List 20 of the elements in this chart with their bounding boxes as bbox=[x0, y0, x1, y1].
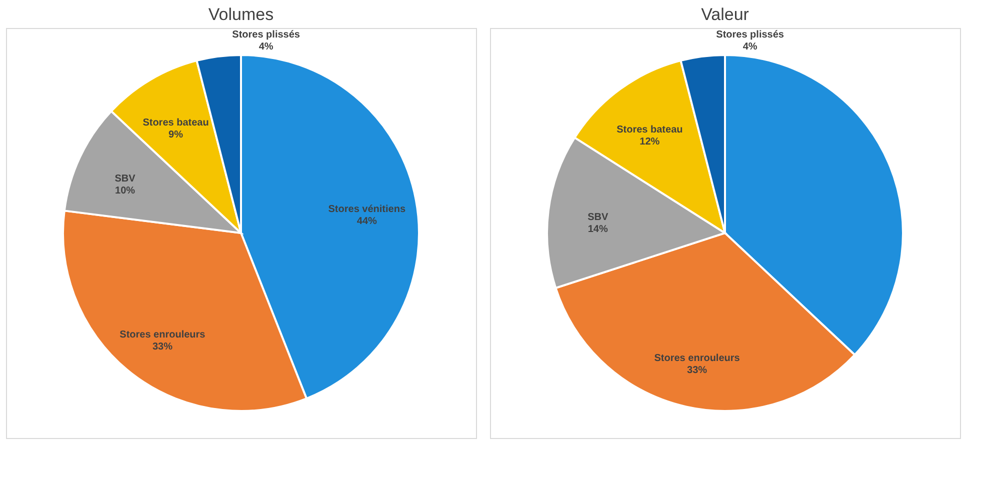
chart-title: Volumes bbox=[208, 5, 274, 24]
data-label: 9% bbox=[168, 130, 184, 141]
data-label: 4% bbox=[258, 42, 274, 53]
slice-label: Stores plissés bbox=[232, 30, 300, 41]
data-label: 14% bbox=[588, 224, 608, 235]
data-label: 12% bbox=[640, 136, 660, 148]
slice-label: SBV bbox=[588, 212, 608, 223]
data-label: 33% bbox=[152, 341, 173, 352]
slice-label: Stores enrouleurs bbox=[654, 353, 740, 364]
chart-title: Valeur bbox=[701, 5, 750, 24]
slice-label: SBV bbox=[114, 173, 136, 184]
slice-label: Stores vénitiens bbox=[328, 204, 406, 215]
slice-label: Stores plissés bbox=[716, 30, 784, 41]
slice-label: Stores bateau bbox=[616, 124, 683, 136]
slice-label: Stores bateau bbox=[142, 118, 209, 129]
data-label: 4% bbox=[742, 42, 758, 53]
data-label: 10% bbox=[115, 185, 136, 196]
data-label: 33% bbox=[687, 365, 708, 376]
data-label: 44% bbox=[356, 216, 378, 227]
slice-label: Stores enrouleurs bbox=[120, 329, 206, 340]
